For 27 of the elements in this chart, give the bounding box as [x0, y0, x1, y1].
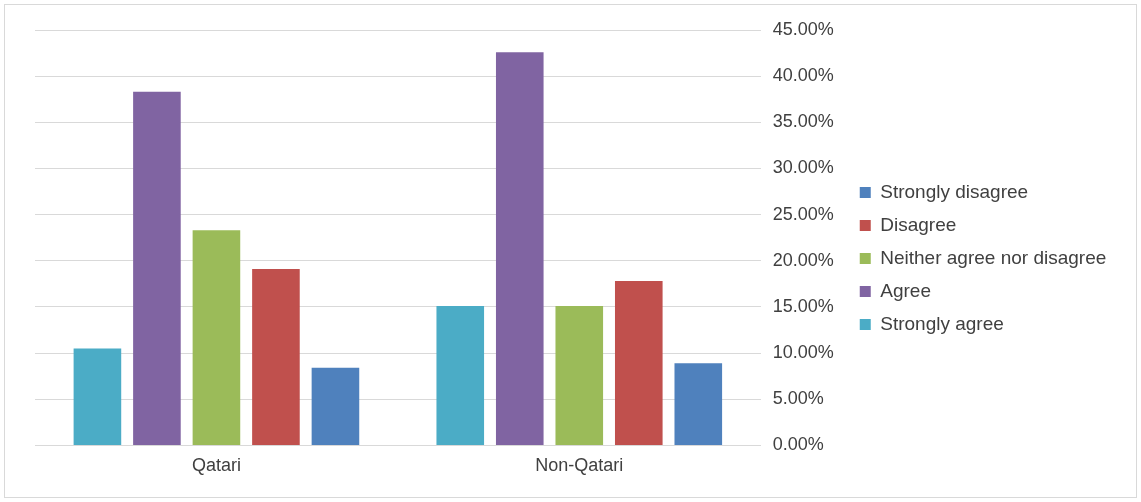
bar: [252, 269, 300, 445]
x-tick-label: Non-Qatari: [535, 455, 624, 476]
y-tick-label: 5.00%: [772, 388, 824, 409]
bar: [495, 52, 544, 445]
y-tick-label: 20.00%: [772, 249, 834, 270]
bar: [133, 91, 181, 445]
y-tick-label: 30.00%: [772, 157, 834, 178]
y-tick-label: 0.00%: [772, 434, 824, 455]
y-tick-label: 35.00%: [772, 111, 834, 132]
legend-label: Strongly disagree: [880, 180, 1029, 202]
bar: [614, 281, 663, 445]
legend-label: Agree: [880, 279, 931, 301]
legend-label: Disagree: [880, 213, 957, 235]
y-tick-label: 25.00%: [772, 203, 834, 224]
bar: [311, 367, 360, 445]
bar: [192, 230, 241, 445]
y-tick-label: 45.00%: [772, 18, 834, 39]
bar: [436, 306, 485, 445]
bar: [555, 306, 604, 445]
x-tick-label: Qatari: [191, 455, 241, 476]
y-tick-label: 40.00%: [772, 65, 834, 86]
legend-label: Neither agree nor disagree: [880, 246, 1107, 268]
y-tick-label: 10.00%: [772, 342, 834, 363]
bar: [674, 363, 723, 445]
y-tick-label: 15.00%: [772, 295, 834, 316]
legend-label: Strongly agree: [880, 312, 1004, 334]
bar: [73, 348, 122, 445]
